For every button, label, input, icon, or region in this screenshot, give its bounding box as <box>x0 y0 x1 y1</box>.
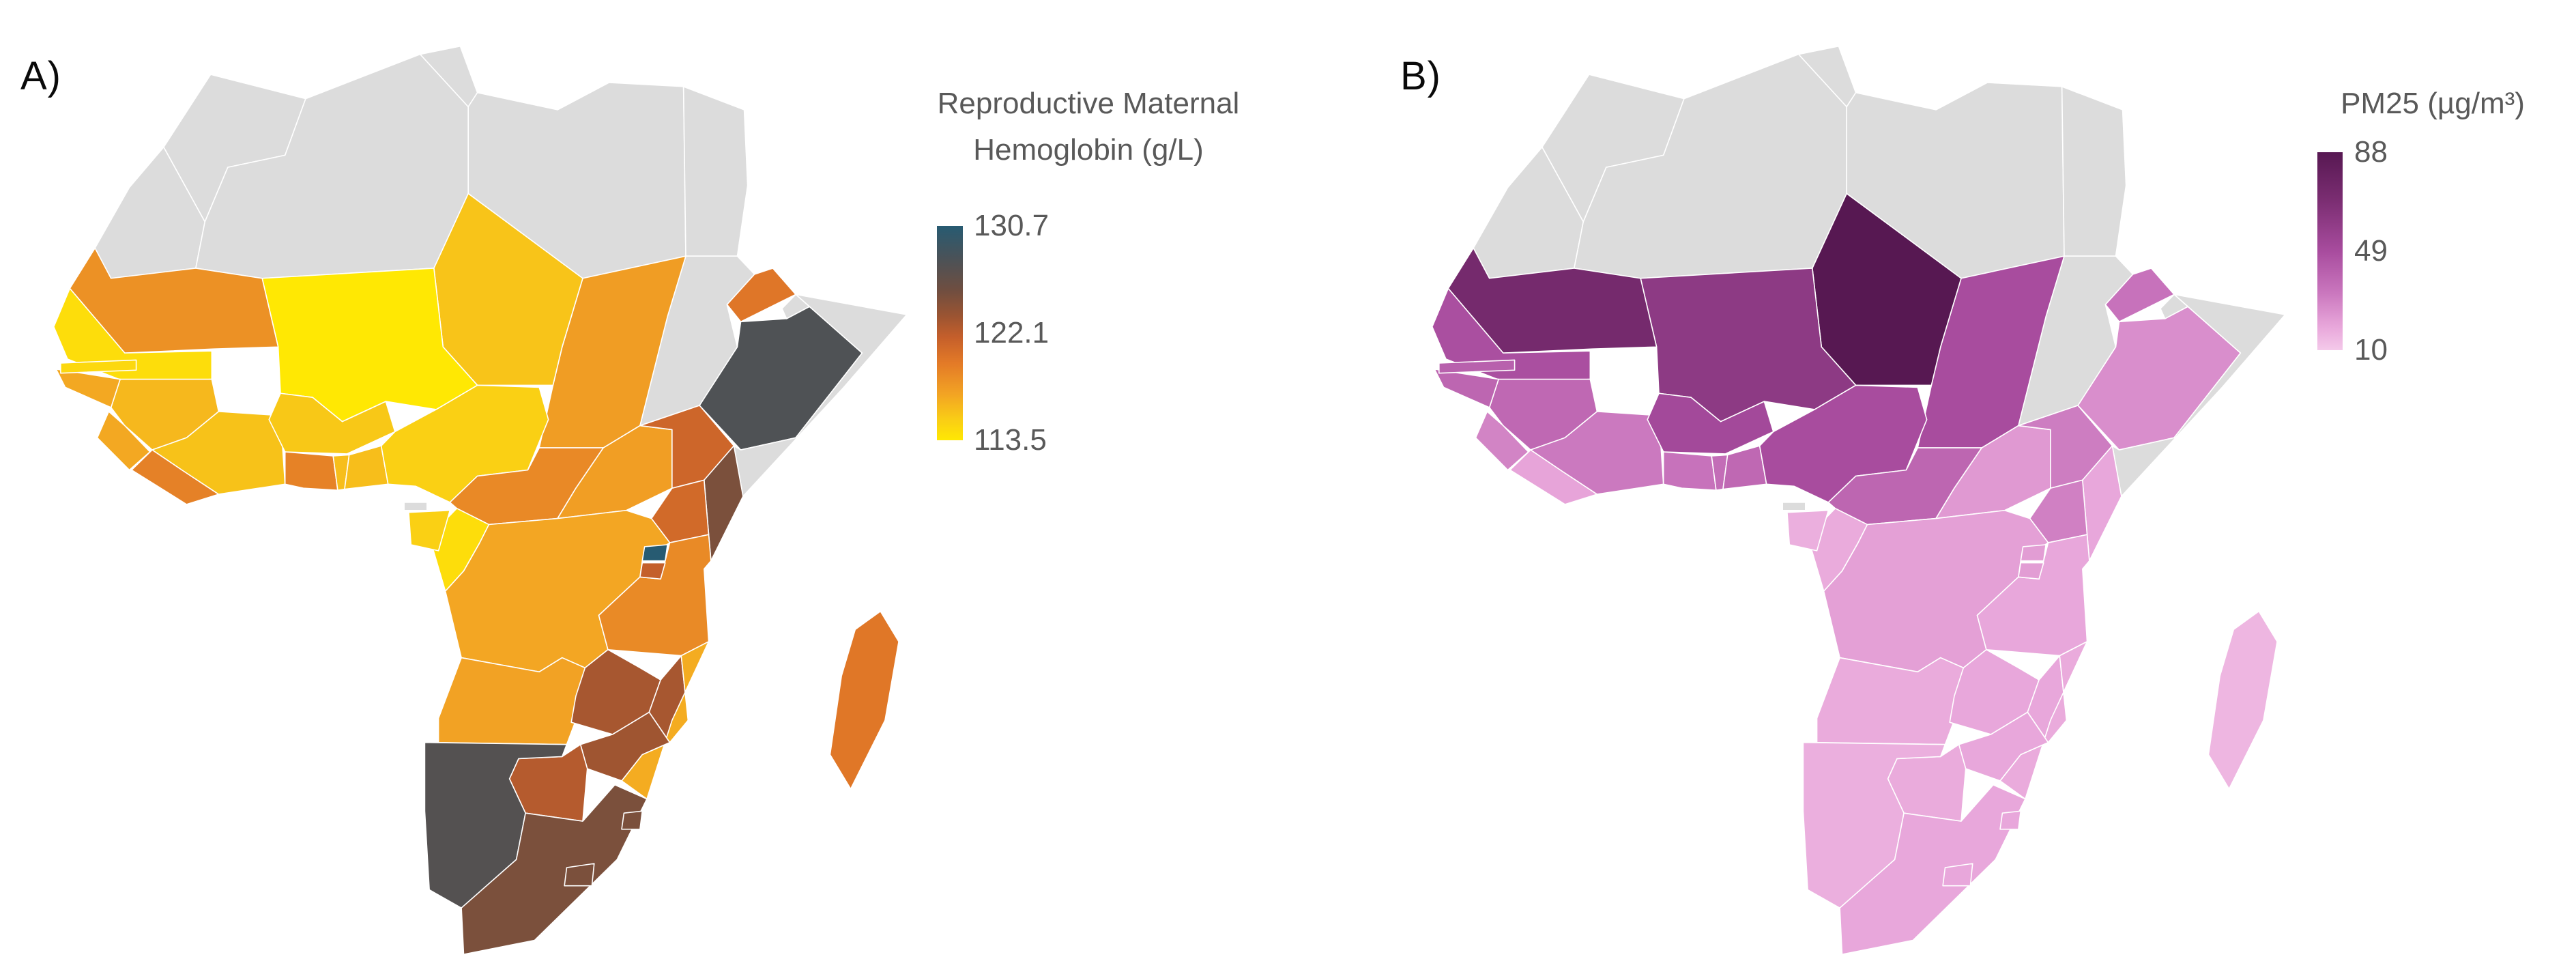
country-gabon <box>1787 511 1828 551</box>
legend-title-hemoglobin: Reproductive Maternal Hemoglobin (g/L) <box>904 81 1273 173</box>
legend-title-hemoglobin-line2: Hemoglobin (g/L) <box>973 133 1204 167</box>
country-ghana <box>1664 452 1716 490</box>
africa-map-hemoglobin <box>42 34 924 962</box>
country-djibouti <box>782 294 809 318</box>
country-eswatini <box>622 811 642 829</box>
country-eswatini <box>2000 811 2021 829</box>
country-ghana <box>285 452 338 490</box>
country-ivory-coast <box>152 412 285 494</box>
country-lesotho <box>1943 863 1973 886</box>
country-burundi <box>640 563 665 580</box>
country-madagascar <box>830 612 899 789</box>
colorbar-hemoglobin-tick-min: 113.5 <box>974 423 1047 457</box>
colorbar-pm25-tick-max: 88 <box>2354 135 2388 169</box>
country-sierra-leone <box>1476 412 1529 470</box>
colorbar-pm25-tick-mid: 49 <box>2354 234 2388 268</box>
colorbar-pm25 <box>2317 152 2343 350</box>
country-equatorial-guinea <box>404 502 427 511</box>
country-egypt <box>2062 87 2126 256</box>
country-gabon <box>409 511 450 551</box>
country-sierra-leone <box>98 412 150 470</box>
colorbar-hemoglobin-tick-max: 130.7 <box>974 209 1050 242</box>
country-eritrea <box>727 268 796 321</box>
country-madagascar <box>2208 612 2277 789</box>
panel-b-label: B) <box>1400 54 1441 98</box>
country-equatorial-guinea <box>1782 502 1806 511</box>
colorbar-hemoglobin-tick-mid: 122.1 <box>974 316 1050 349</box>
legend-title-hemoglobin-line1: Reproductive Maternal <box>937 87 1240 120</box>
country-burundi <box>2018 563 2044 580</box>
legend-title-pm25: PM25 (µg/m³) <box>2341 87 2525 120</box>
country-lesotho <box>564 863 594 886</box>
country-gambia <box>61 360 136 373</box>
country-rwanda <box>642 545 667 561</box>
country-angola <box>439 658 585 745</box>
country-gambia <box>1439 360 1515 373</box>
country-eritrea <box>2105 268 2174 321</box>
country-djibouti <box>2160 294 2188 318</box>
country-rwanda <box>2021 545 2046 561</box>
colorbar-hemoglobin <box>937 226 963 440</box>
panel-a-label: A) <box>20 54 61 98</box>
country-ivory-coast <box>1531 412 1664 494</box>
colorbar-pm25-tick-min: 10 <box>2354 333 2388 367</box>
country-egypt <box>684 87 748 256</box>
africa-map-pm25 <box>1421 34 2302 962</box>
country-guinea-bissau <box>1434 369 1499 408</box>
country-somalia <box>2112 294 2285 496</box>
country-guinea-bissau <box>56 369 120 408</box>
country-angola <box>1817 658 1964 745</box>
country-somalia <box>734 294 906 496</box>
